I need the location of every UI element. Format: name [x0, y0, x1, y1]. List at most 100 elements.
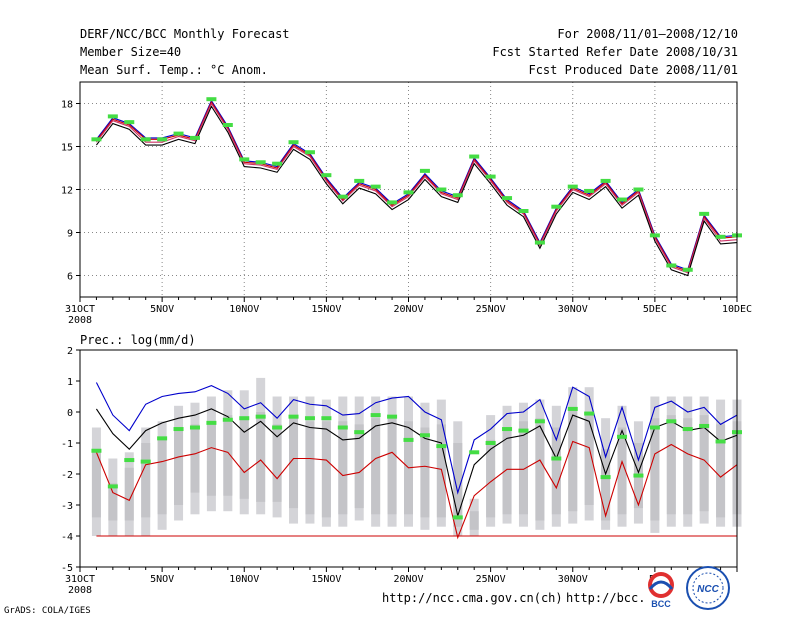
- x-tick-label: 25NOV: [476, 574, 506, 585]
- observed-marker: [567, 184, 578, 189]
- footer-url-bcc: http://bcc.: [566, 591, 646, 605]
- observed-marker: [189, 135, 200, 140]
- observed-marker: [173, 427, 184, 432]
- spread-box: [453, 443, 463, 527]
- x-tick-label: 20NOV: [393, 574, 423, 585]
- spread-box: [387, 418, 397, 515]
- spread-box: [272, 424, 282, 502]
- observed-marker: [255, 414, 266, 419]
- observed-marker: [551, 204, 562, 209]
- observed-marker: [206, 97, 217, 102]
- x-tick-label: 31OCT: [65, 574, 95, 585]
- observed-marker: [157, 137, 168, 142]
- spread-box: [518, 421, 528, 515]
- spread-box: [256, 412, 266, 502]
- panel-precip: -5 -4 -3 -2 -1 0 1 2 31OCT 5NOV 10NOV 15NOV 20NOV 25N…: [61, 346, 742, 596]
- observed-marker: [354, 178, 365, 183]
- observed-marker: [502, 427, 513, 432]
- observed-marker: [370, 184, 381, 189]
- precip-label: Prec.: log(mm/d): [80, 333, 196, 347]
- series-mean: [95, 408, 738, 518]
- spread-box: [502, 430, 512, 515]
- spread-box: [568, 408, 578, 512]
- y-tick-label: 12: [61, 186, 73, 197]
- observed-marker: [666, 419, 677, 424]
- panel-temp: 6 9 12 15 18 31OCT 5NOV 10NOV 15NOV 20NOV 25NOV 30N…: [61, 81, 752, 326]
- y-tick-label: 18: [61, 100, 73, 111]
- observed-marker: [370, 413, 381, 418]
- observed-marker: [107, 114, 118, 119]
- observed-marker: [140, 137, 151, 142]
- y-tick-label: -4: [61, 532, 73, 543]
- spread-box: [338, 421, 348, 515]
- bcc-logo: BCC: [648, 572, 674, 609]
- y-tick-label: 6: [67, 272, 73, 283]
- y-tick-label: 2: [67, 346, 73, 357]
- y-tick-label: 15: [61, 143, 73, 154]
- spread-box: [666, 415, 676, 515]
- spread-box: [551, 427, 561, 515]
- observed-marker: [600, 178, 611, 183]
- spread-box: [91, 452, 101, 518]
- observed-marker: [91, 137, 102, 142]
- observed-marker: [321, 416, 332, 421]
- observed-marker: [239, 416, 250, 421]
- spread-box: [174, 430, 184, 505]
- observed-marker: [124, 458, 135, 463]
- observed-marker: [715, 234, 726, 239]
- observed-marker: [337, 425, 348, 430]
- observed-marker: [485, 174, 496, 179]
- observed-marker: [469, 154, 480, 159]
- observed-marker: [682, 427, 693, 432]
- series-upper: [95, 99, 738, 271]
- spread-box: [486, 439, 496, 518]
- spread-box: [469, 511, 479, 530]
- bcc-logo-text: BCC: [651, 599, 671, 609]
- spread-box: [141, 443, 151, 518]
- y-tick-label: -3: [61, 501, 73, 512]
- observed-marker: [124, 120, 135, 125]
- forecast-period: For 2008/11/01—2008/12/10: [557, 27, 738, 41]
- observed-marker: [633, 473, 644, 478]
- observed-marker: [354, 430, 365, 435]
- x-tick-label: 5DEC: [643, 304, 667, 315]
- observed-marker: [91, 448, 102, 453]
- observed-marker: [387, 414, 398, 419]
- spread-box: [321, 421, 331, 518]
- observed-marker: [617, 434, 628, 439]
- y-tick-label: 9: [67, 229, 73, 240]
- forecast-started-date: Fcst Started Refer Date 2008/10/31: [492, 45, 738, 59]
- observed-marker: [699, 211, 710, 216]
- observed-marker: [288, 414, 299, 419]
- observed-marker: [682, 267, 693, 272]
- x-sub-label: 2008: [68, 315, 92, 326]
- spread-box: [108, 483, 118, 521]
- spread-box: [683, 418, 693, 515]
- x-tick-label: 5NOV: [150, 304, 174, 315]
- x-tick-label: 15NOV: [311, 574, 341, 585]
- spread-box: [289, 418, 299, 509]
- y-tick-label: -1: [61, 439, 73, 450]
- x-tick-label: 10NOV: [229, 304, 259, 315]
- observed-marker: [107, 484, 118, 489]
- spread-box: [601, 449, 611, 521]
- observed-marker: [288, 140, 299, 145]
- observed-marker: [206, 420, 217, 425]
- observed-marker: [584, 188, 595, 193]
- spread-box: [371, 418, 381, 515]
- observed-marker: [617, 197, 628, 202]
- spread-box: [223, 415, 233, 496]
- spread-box: [157, 439, 167, 515]
- observed-marker: [304, 150, 315, 155]
- observed-marker: [222, 123, 233, 127]
- spread-box: [305, 421, 315, 515]
- grads-credit: GrADS: COLA/IGES: [4, 606, 91, 616]
- footer-url-main: http://ncc.cma.gov.cn(ch): [382, 591, 563, 605]
- series-lower: [95, 105, 738, 277]
- observed-marker: [502, 196, 513, 201]
- observed-marker: [403, 437, 414, 442]
- observed-marker: [189, 425, 200, 430]
- x-tick-label: 10NOV: [229, 574, 259, 585]
- x-tick-label: 30NOV: [558, 574, 588, 585]
